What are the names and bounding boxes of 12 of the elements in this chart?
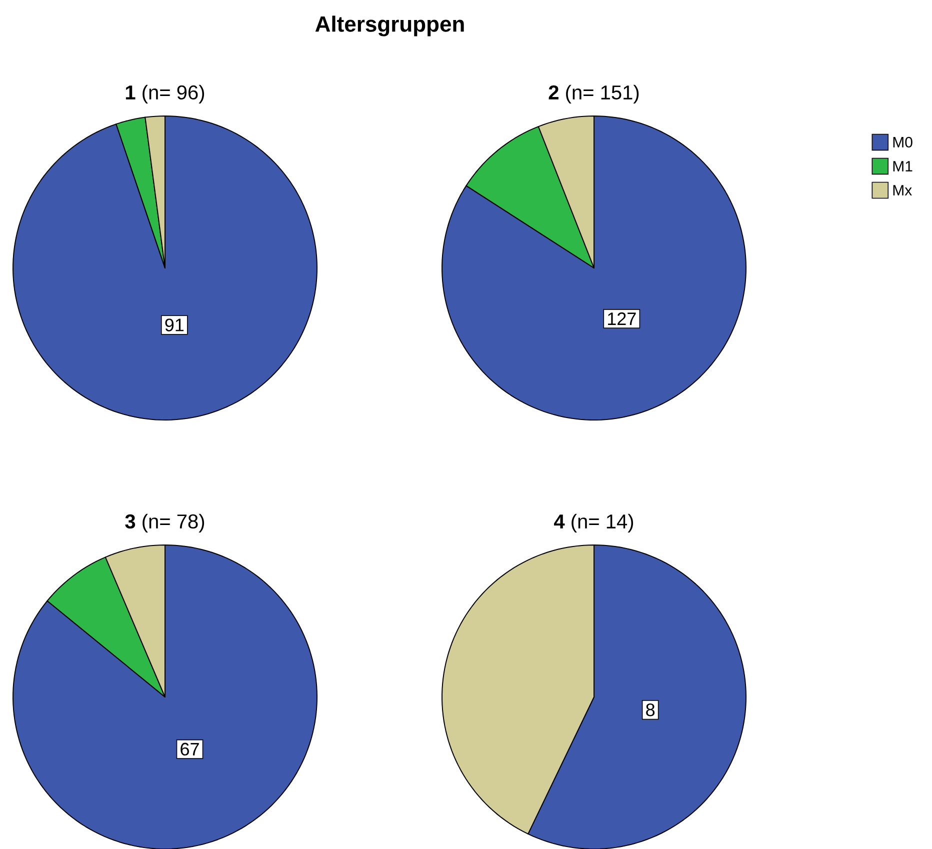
data-label: 67 xyxy=(180,742,199,756)
legend-label: M1 xyxy=(893,161,912,172)
data-label: 91 xyxy=(165,318,184,332)
legend-label: Mx xyxy=(893,185,912,196)
chart-title: 3 (n= 78) xyxy=(125,514,204,532)
legend-label: M0 xyxy=(893,136,912,148)
chart-title: 1 (n= 96) xyxy=(126,84,204,104)
text: Altersgruppen xyxy=(315,16,464,36)
chart-title: 4 (n= 14) xyxy=(554,514,634,532)
data-label: 8 xyxy=(646,703,655,716)
data-label: 127 xyxy=(608,312,636,325)
chart-title: 2 (n= 151) xyxy=(548,84,639,104)
